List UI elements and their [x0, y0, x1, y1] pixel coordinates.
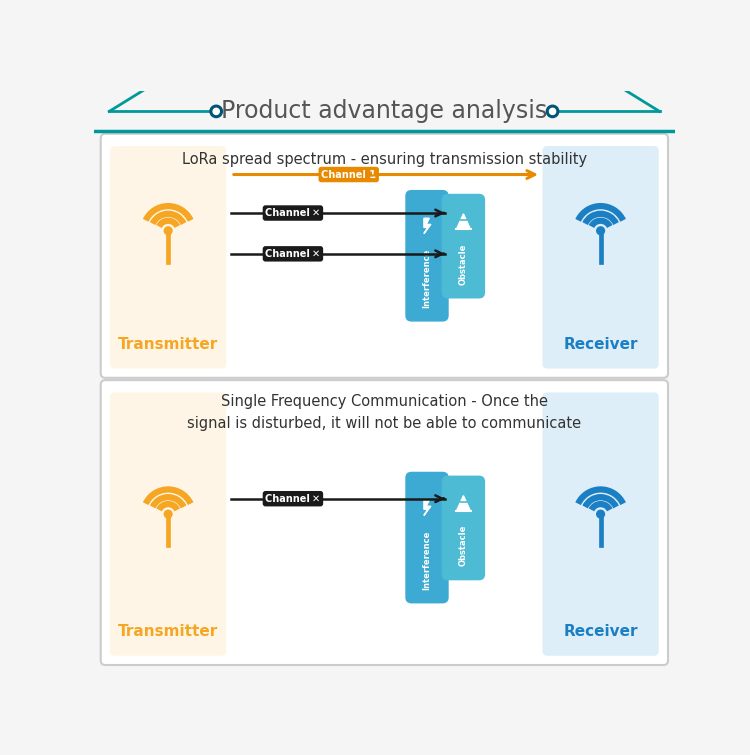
Circle shape [597, 510, 604, 518]
Text: Channel 1: Channel 1 [266, 494, 320, 504]
Text: ✕: ✕ [312, 249, 320, 259]
Circle shape [550, 108, 556, 115]
FancyBboxPatch shape [405, 190, 448, 322]
FancyBboxPatch shape [100, 134, 668, 378]
Circle shape [310, 492, 322, 505]
FancyBboxPatch shape [442, 476, 485, 581]
Text: ✕: ✕ [312, 208, 320, 218]
Text: LoRa spread spectrum - ensuring transmission stability: LoRa spread spectrum - ensuring transmis… [182, 153, 587, 167]
Text: Obstacle: Obstacle [459, 525, 468, 566]
FancyBboxPatch shape [110, 393, 226, 656]
Circle shape [213, 108, 219, 115]
Circle shape [164, 227, 172, 235]
Polygon shape [424, 500, 430, 516]
Polygon shape [424, 218, 430, 233]
Text: Obstacle: Obstacle [459, 243, 468, 285]
Text: Single Frequency Communication - Once the
signal is disturbed, it will not be ab: Single Frequency Communication - Once th… [188, 394, 581, 431]
Text: Interference: Interference [422, 530, 431, 590]
FancyBboxPatch shape [542, 393, 658, 656]
FancyBboxPatch shape [110, 146, 226, 368]
Circle shape [164, 510, 172, 518]
Circle shape [310, 207, 322, 219]
Text: ✓: ✓ [368, 168, 380, 181]
Text: Receiver: Receiver [563, 337, 638, 352]
Text: Transmitter: Transmitter [118, 337, 218, 352]
FancyBboxPatch shape [442, 194, 485, 298]
Text: Channel 2: Channel 2 [266, 208, 320, 218]
Circle shape [310, 248, 322, 260]
Text: Receiver: Receiver [563, 624, 638, 639]
Text: Interference: Interference [422, 248, 431, 308]
FancyBboxPatch shape [100, 380, 668, 665]
Text: Transmitter: Transmitter [118, 624, 218, 639]
FancyBboxPatch shape [405, 472, 448, 603]
Text: Product advantage analysis: Product advantage analysis [221, 100, 548, 123]
Circle shape [597, 227, 604, 235]
Polygon shape [457, 214, 470, 230]
Circle shape [546, 105, 559, 118]
Text: ✕: ✕ [312, 494, 320, 504]
Text: Channel 1: Channel 1 [321, 170, 376, 180]
Text: Channel 3: Channel 3 [266, 249, 320, 259]
Circle shape [210, 105, 223, 118]
Polygon shape [457, 495, 470, 511]
FancyBboxPatch shape [542, 146, 658, 368]
